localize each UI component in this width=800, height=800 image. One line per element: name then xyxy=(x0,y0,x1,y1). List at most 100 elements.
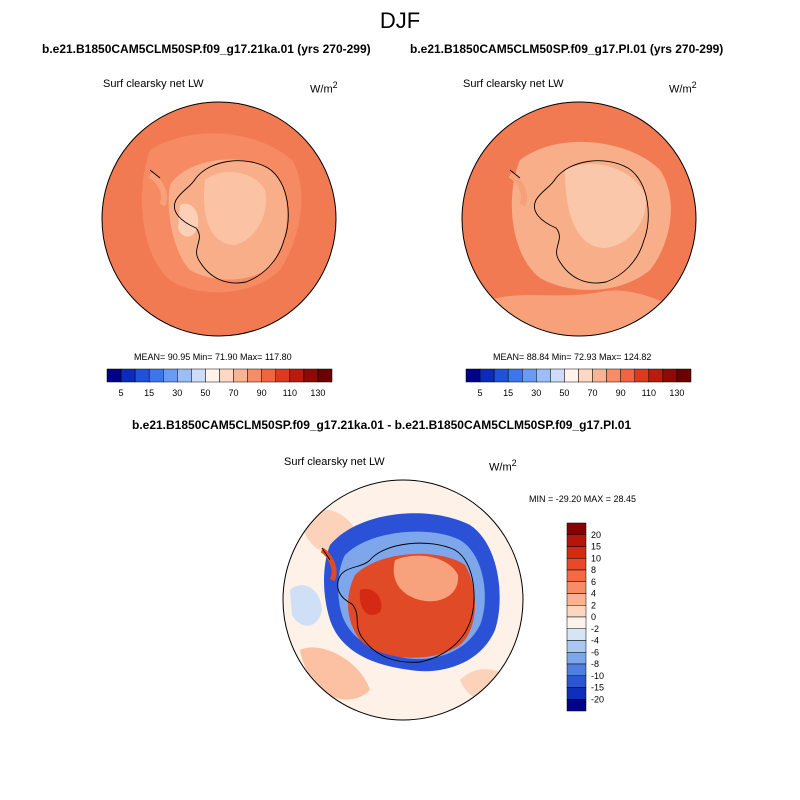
map-pi xyxy=(461,101,697,337)
cb3-swatch-15 xyxy=(566,699,587,712)
cb2-swatch-6 xyxy=(550,368,565,383)
cb2-swatch-2 xyxy=(493,368,509,383)
panel3-case-title: b.e21.B1850CAM5CLM50SP.f09_g17.21ka.01 -… xyxy=(132,418,632,432)
cb3-tick-label: -15 xyxy=(591,683,604,693)
map2-peninsula xyxy=(508,172,528,207)
cb2-tick-label: 130 xyxy=(669,388,684,398)
cb2-swatch-15 xyxy=(676,368,692,383)
cb2-tick-label: 30 xyxy=(531,388,541,398)
cb1-swatch-3 xyxy=(148,368,164,383)
cb2-tick-label: 110 xyxy=(642,388,656,398)
cb1-swatch-7 xyxy=(205,368,220,383)
cb2-swatch-10 xyxy=(606,368,621,383)
cb3-swatch-1 xyxy=(566,534,587,547)
map3-cool-patch-w xyxy=(290,585,322,626)
cb2-swatch-9 xyxy=(592,368,607,383)
cb3-swatch-3 xyxy=(566,558,587,571)
cb3-tick-label: -2 xyxy=(591,624,599,634)
panel2-units: W/m2 xyxy=(669,80,697,96)
cb2-tick-label: 70 xyxy=(588,388,598,398)
cb1-swatch-11 xyxy=(261,368,276,383)
cb1-tick-label: 5 xyxy=(119,388,124,398)
cb1-swatch-0 xyxy=(106,368,122,383)
cb1-tick-label: 110 xyxy=(283,388,297,398)
cb3-swatch-7 xyxy=(566,605,587,618)
cb3-tick-label: 4 xyxy=(591,589,596,599)
cb1-tick-label: 50 xyxy=(200,388,210,398)
cb3-tick-label: 15 xyxy=(591,542,601,552)
cb3-tick-label: -4 xyxy=(591,636,599,646)
map3-warm-patch-sw xyxy=(300,647,370,700)
cb3-swatch-6 xyxy=(566,593,587,606)
cb3-tick-label: 10 xyxy=(591,553,601,563)
cb2-swatch-5 xyxy=(536,368,551,383)
map2-coastline xyxy=(509,160,649,284)
colorbar-21ka: 5 15 30 50 70 90 110 130 xyxy=(106,368,333,398)
cb3-tick-label: 8 xyxy=(591,565,596,575)
colorbar-pi: 5 15 30 50 70 90 110 130 xyxy=(465,368,692,398)
cb3-swatch-12 xyxy=(566,663,587,676)
cb3-swatch-14 xyxy=(566,687,587,700)
cb3-tick-label: 0 xyxy=(591,612,596,622)
cb3-swatch-5 xyxy=(566,581,587,594)
cb1-tick-label: 70 xyxy=(229,388,239,398)
cb3-tick-label: 2 xyxy=(591,600,596,610)
map3-outline xyxy=(282,479,524,721)
panel2-stats: MEAN= 88.84 Min= 72.93 Max= 124.82 xyxy=(493,352,652,362)
map2-land-interior xyxy=(565,164,646,248)
map1-ross-shelf xyxy=(178,203,199,237)
cb2-tick-label: 5 xyxy=(478,388,483,398)
cb1-swatch-12 xyxy=(275,368,291,383)
map2-outline xyxy=(461,101,697,337)
cb2-swatch-4 xyxy=(522,368,537,383)
cb2-swatch-14 xyxy=(662,368,678,383)
cb3-tick-label: -10 xyxy=(591,671,604,681)
map3-warming-pale xyxy=(393,555,459,602)
map1-land-interior xyxy=(204,171,266,245)
cb1-tick-label: 15 xyxy=(144,388,154,398)
cb1-swatch-8 xyxy=(219,368,234,383)
cb2-swatch-13 xyxy=(648,368,664,383)
cb2-swatch-12 xyxy=(634,368,650,383)
cb1-swatch-15 xyxy=(317,368,333,383)
map-21ka xyxy=(101,101,337,337)
panel1-units: W/m2 xyxy=(310,80,338,96)
cb3-swatch-0 xyxy=(566,522,587,535)
panel3-units: W/m2 xyxy=(489,458,517,474)
cb2-tick-label: 15 xyxy=(503,388,513,398)
panel3-variable: Surf clearsky net LW xyxy=(284,456,385,468)
panel2-case-title: b.e21.B1850CAM5CLM50SP.f09_g17.PI.01 (yr… xyxy=(410,42,724,56)
cb2-swatch-8 xyxy=(578,368,593,383)
cb2-swatch-3 xyxy=(507,368,523,383)
cb1-swatch-6 xyxy=(191,368,206,383)
panel1-variable: Surf clearsky net LW xyxy=(103,78,204,90)
cb2-swatch-1 xyxy=(479,368,495,383)
cb1-swatch-2 xyxy=(134,368,150,383)
cb3-swatch-8 xyxy=(566,616,587,629)
cb2-tick-label: 90 xyxy=(616,388,626,398)
cb3-tick-label: 20 xyxy=(591,530,601,540)
map-difference xyxy=(282,479,524,721)
cb1-swatch-4 xyxy=(163,368,178,383)
cb3-tick-label: -8 xyxy=(591,659,599,669)
cb1-tick-label: 30 xyxy=(172,388,182,398)
map3-warming-strong xyxy=(359,589,382,616)
cb3-swatch-9 xyxy=(566,628,587,641)
cb1-tick-label: 90 xyxy=(257,388,267,398)
cb3-swatch-11 xyxy=(566,652,587,665)
cb1-tick-label: 130 xyxy=(310,388,325,398)
cb1-swatch-13 xyxy=(289,368,305,383)
map1-coastline xyxy=(149,160,289,284)
cb3-tick-label: 6 xyxy=(591,577,596,587)
map3-coastline xyxy=(321,542,475,663)
panel1-case-title: b.e21.B1850CAM5CLM50SP.f09_g17.21ka.01 (… xyxy=(42,42,371,56)
cb2-tick-label: 50 xyxy=(559,388,569,398)
map1-peninsula xyxy=(148,172,168,207)
cb2-swatch-0 xyxy=(465,368,481,383)
figure-title: DJF xyxy=(379,8,421,33)
cb3-swatch-13 xyxy=(566,675,587,688)
cb1-swatch-10 xyxy=(247,368,262,383)
cb3-swatch-10 xyxy=(566,640,587,653)
panel3-stats: MIN = -29.20 MAX = 28.45 xyxy=(529,494,637,504)
